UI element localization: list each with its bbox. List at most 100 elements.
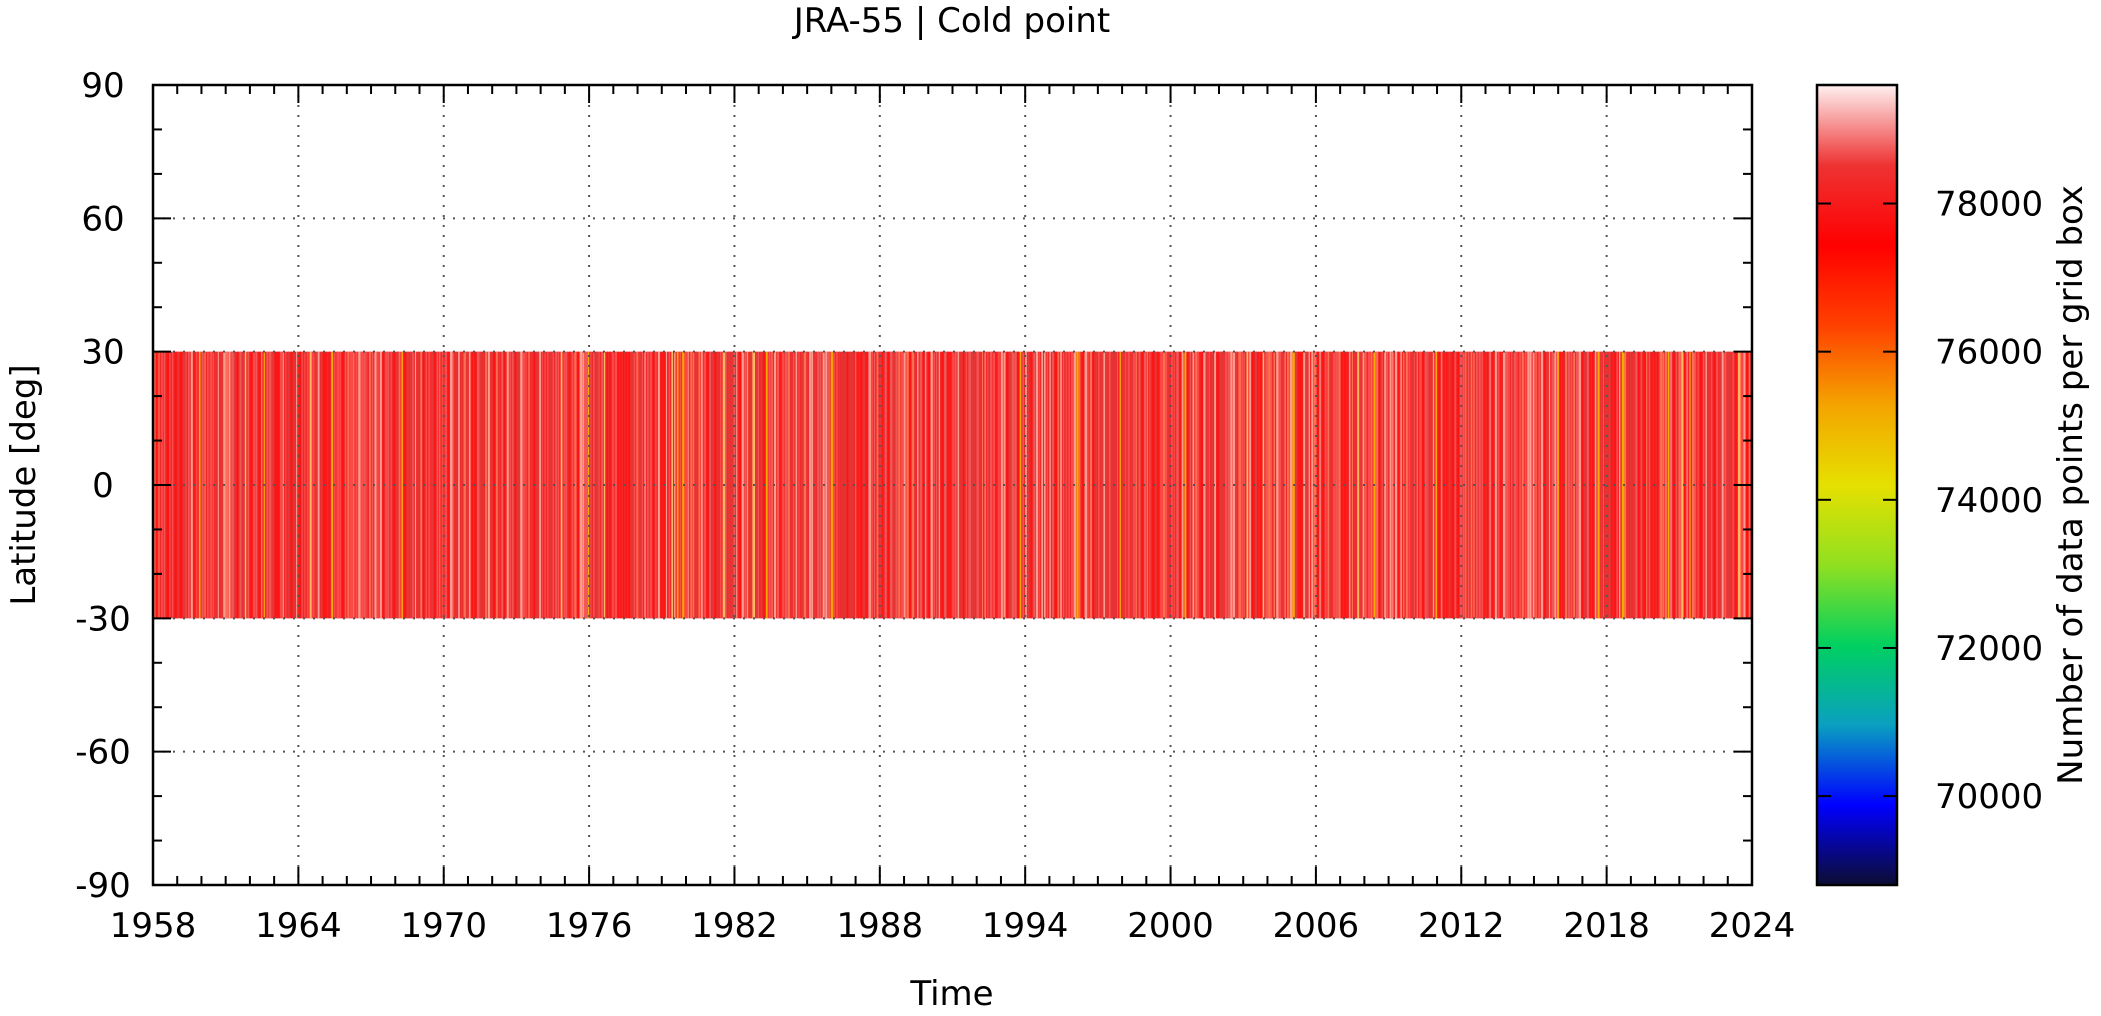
heatmap-stripe (180, 351, 183, 619)
heatmap-stripe (447, 351, 450, 619)
heatmap-stripe (819, 351, 822, 619)
heatmap-stripe (1311, 351, 1314, 619)
heatmap-stripe (630, 351, 634, 619)
heatmap-stripe (1289, 351, 1293, 619)
heatmap-stripe (1146, 351, 1149, 619)
heatmap-stripe (1465, 351, 1467, 619)
heatmap-stripe (979, 351, 981, 619)
heatmap-stripe (1700, 351, 1703, 619)
heatmap-stripe (431, 351, 434, 619)
heatmap-stripe (198, 351, 201, 619)
heatmap-stripe (576, 351, 580, 619)
heatmap-stripe (1570, 351, 1573, 619)
heatmap-stripe (350, 351, 353, 619)
heatmap-stripe (1227, 351, 1230, 619)
heatmap-stripe (1149, 351, 1151, 619)
heatmap-stripe (1127, 351, 1130, 619)
heatmap-stripe (1451, 351, 1454, 619)
heatmap-stripe (1116, 351, 1118, 619)
heatmap-stripe (1351, 351, 1353, 619)
heatmap-stripe (1386, 351, 1389, 619)
heatmap-stripe (1449, 351, 1450, 619)
heatmap-stripe (846, 351, 849, 619)
heatmap-stripe (628, 351, 630, 619)
heatmap-stripe (765, 351, 768, 619)
heatmap-stripe (965, 351, 968, 619)
heatmap-stripe (1586, 351, 1589, 619)
heatmap-stripe (1481, 351, 1484, 619)
heatmap-stripe (1719, 351, 1722, 619)
heatmap-stripe (460, 351, 463, 619)
heatmap-stripe (279, 351, 283, 619)
heatmap-stripe (309, 351, 312, 619)
heatmap-stripe (207, 351, 209, 619)
heatmap-stripe (811, 351, 814, 619)
heatmap-stripe (1000, 351, 1003, 619)
grid-layer (153, 85, 1752, 885)
heatmap-stripe (1378, 351, 1381, 619)
heatmap-stripe (1270, 351, 1273, 619)
heatmap-stripe (1548, 351, 1551, 619)
heatmap-stripe (355, 351, 358, 619)
heatmap-stripe (566, 351, 568, 619)
heatmap-stripe (1519, 351, 1522, 619)
heatmap-stripe (936, 351, 938, 619)
heatmap-stripe (1497, 351, 1500, 619)
heatmap-stripe (1165, 351, 1168, 619)
heatmap-stripe (439, 351, 441, 619)
x-tick-label: 2024 (1709, 906, 1796, 946)
heatmap-stripe (830, 351, 833, 619)
heatmap-stripe (779, 351, 781, 619)
heatmap-stripe (401, 351, 403, 619)
heatmap-stripe (1424, 351, 1427, 619)
heatmap-stripe (890, 351, 893, 619)
heatmap-stripe (598, 351, 600, 619)
heatmap-stripe (774, 351, 776, 619)
heatmap-stripe (747, 351, 749, 619)
heatmap-stripe (1521, 351, 1524, 619)
heatmap-stripe (261, 351, 263, 619)
heatmap-stripe (458, 351, 460, 619)
heatmap-stripe (379, 351, 382, 619)
heatmap-stripe (1546, 351, 1549, 619)
heatmap-stripe (1308, 351, 1310, 619)
heatmap-stripe (1470, 351, 1473, 619)
heatmap-stripe (1376, 351, 1379, 619)
heatmap-stripe (1381, 351, 1383, 619)
heatmap-stripe (690, 351, 693, 619)
heatmap-stripe (1492, 351, 1494, 619)
heatmap-stripe (296, 351, 298, 619)
heatmap-stripe (644, 351, 646, 619)
heatmap-stripe (1206, 351, 1209, 619)
heatmap-stripe (1287, 351, 1289, 619)
y-tick-label: -60 (75, 733, 131, 773)
heatmap-stripe (1513, 351, 1517, 619)
heatmap-stripe (1087, 351, 1089, 619)
heatmap-stripe (684, 351, 687, 619)
heatmap-stripe (1278, 351, 1282, 619)
heatmap-stripe (1219, 351, 1222, 619)
heatmap-stripe (636, 351, 639, 619)
heatmap-stripe (539, 351, 541, 619)
heatmap-stripe (744, 351, 747, 619)
heatmap-stripe (1476, 351, 1478, 619)
heatmap-stripe (1535, 351, 1537, 619)
y-tick-label: 90 (81, 66, 124, 106)
heatmap-stripe (1214, 351, 1216, 619)
heatmap-stripe (657, 351, 660, 619)
plot-frame: 1958 1964 1970 1976 1982 1988 1994 2000 2006 2012… (75, 66, 1795, 946)
heatmap-stripe (201, 351, 204, 619)
heatmap-stripe (676, 351, 679, 619)
heatmap-stripe (987, 351, 989, 619)
heatmap-stripe (1281, 351, 1284, 619)
heatmap-stripe (771, 351, 773, 619)
heatmap-stripe (887, 351, 890, 619)
heatmap-stripe (755, 351, 757, 619)
heatmap-stripe (1319, 351, 1321, 619)
heatmap-stripe (255, 351, 258, 619)
heatmap-stripe (728, 351, 731, 619)
heatmap-stripe (1667, 351, 1670, 619)
heatmap-stripe (736, 351, 738, 619)
heatmap-stripe (1467, 351, 1470, 619)
heatmap-stripe (1511, 351, 1513, 619)
